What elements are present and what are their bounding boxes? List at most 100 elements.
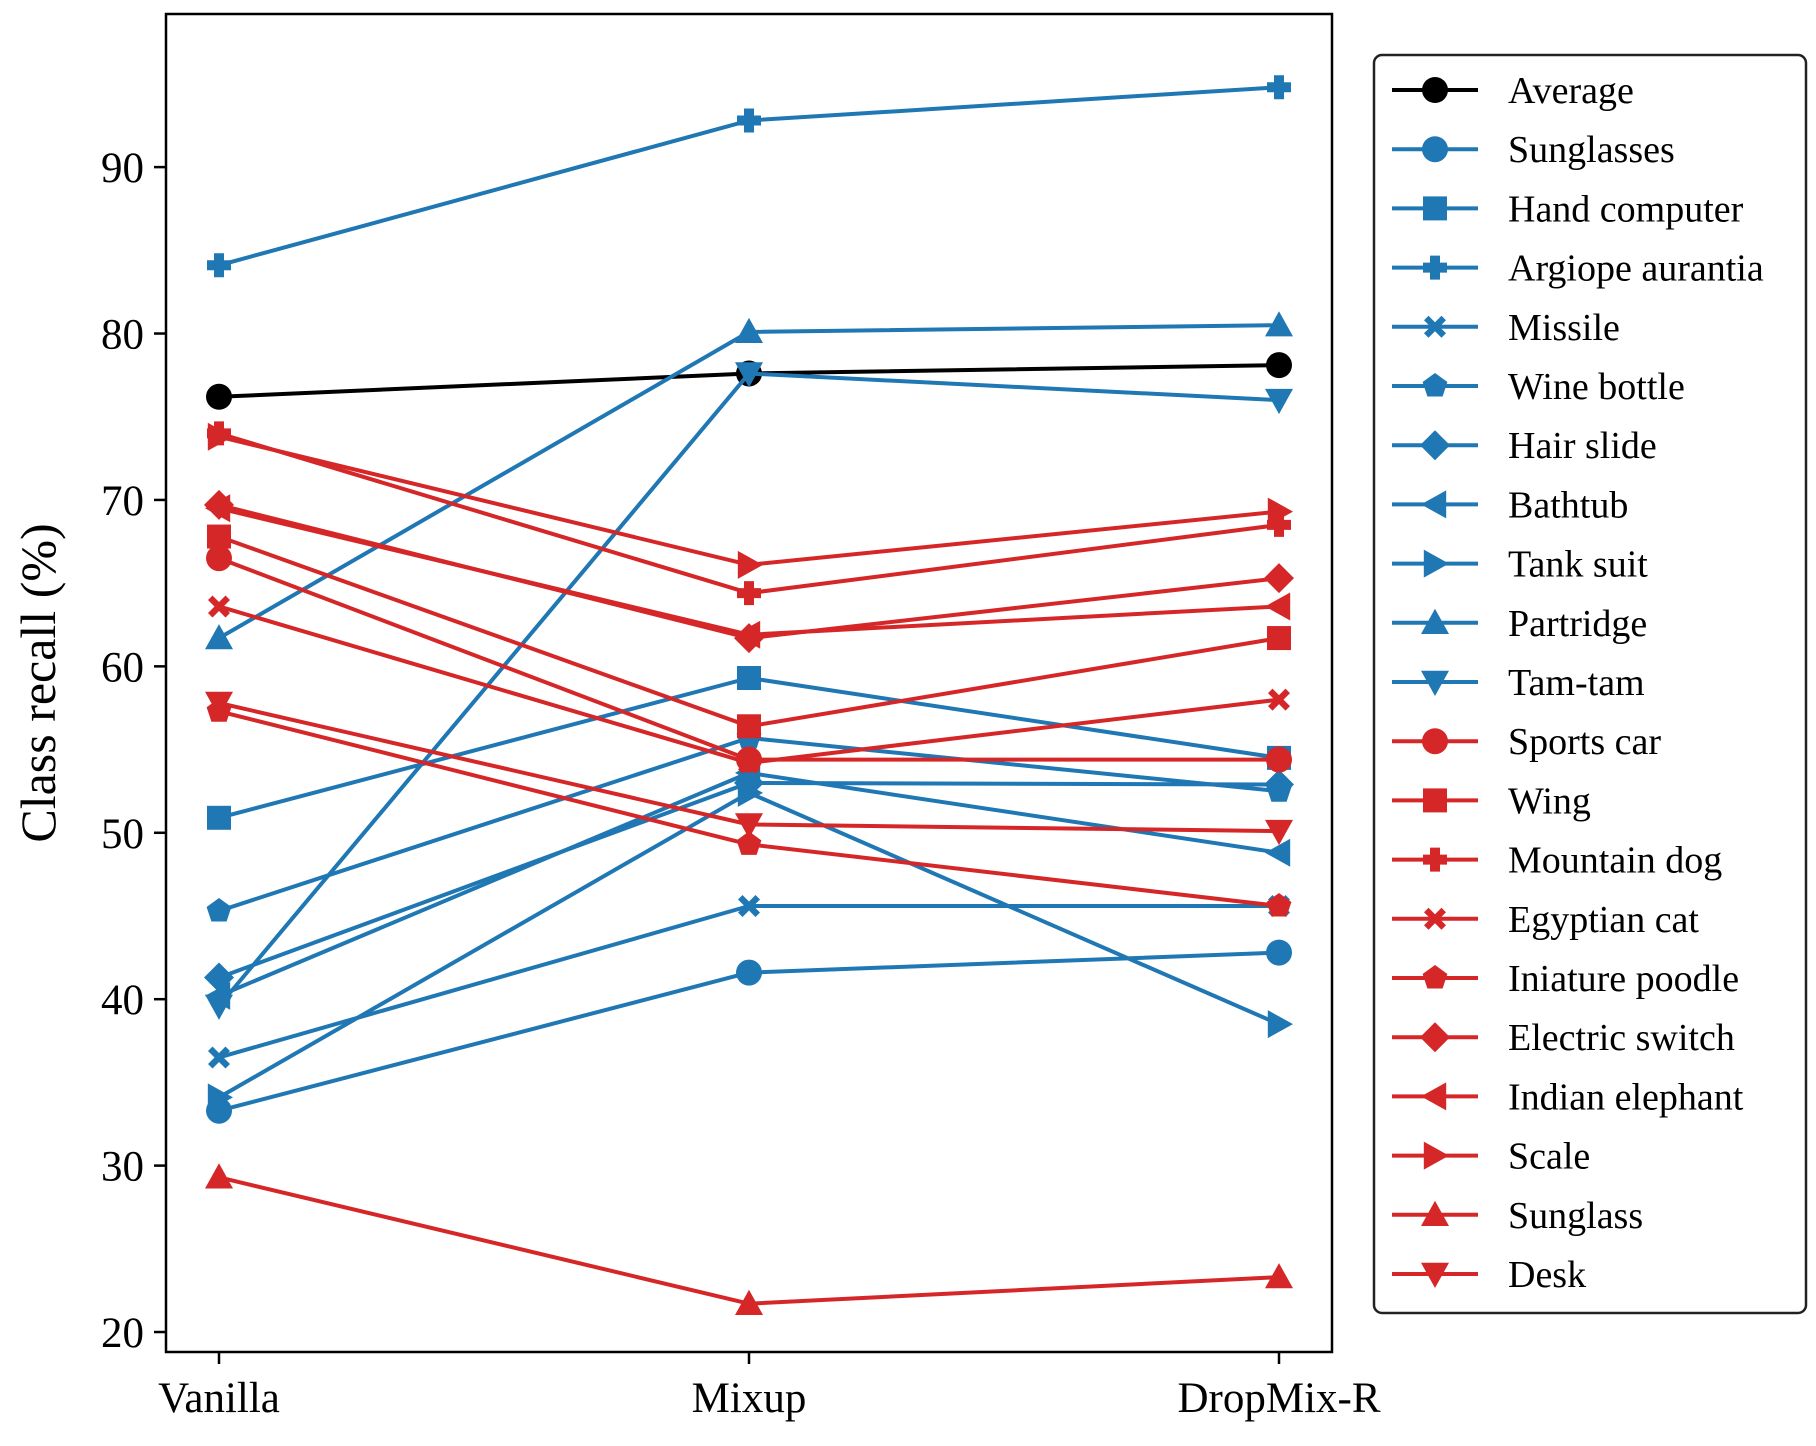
legend-marker-hand-computer [1423, 196, 1447, 221]
data-point-partridge-vanilla [205, 624, 233, 650]
data-point-desk-mixup [735, 813, 763, 839]
legend-item-iniature-poodle: Iniature poodle [1392, 958, 1739, 1000]
x-tick-label: Vanilla [158, 1375, 280, 1422]
data-point-argiope-aurantia-dropmix-r [1267, 75, 1291, 100]
data-point-sunglass-mixup [735, 1289, 763, 1315]
data-point-egyptian-cat-mixup [738, 751, 760, 774]
data-point-indian-elephant-vanilla [205, 494, 231, 523]
series-wing [207, 524, 1291, 739]
series-line-sunglass [218, 1175, 1280, 1306]
series-tank-suit [207, 778, 1293, 1112]
y-axis: 20 30 40 50 60 70 80 90 [101, 145, 166, 1357]
data-point-missile-vanilla [208, 1046, 230, 1069]
data-point-scale-dropmix-r [1267, 497, 1293, 526]
legend-item-sunglass: Sunglass [1392, 1195, 1643, 1237]
data-point-iniature-poodle-mixup [736, 831, 762, 855]
legend-item-indian-elephant: Indian elephant [1392, 1076, 1744, 1118]
data-point-tam-tam-dropmix-r [1265, 388, 1293, 415]
data-point-tank-suit-mixup [737, 778, 763, 807]
legend-marker-scale [1423, 1141, 1449, 1170]
data-point-wine-bottle-vanilla [206, 898, 232, 922]
legend-marker-sports-car [1422, 728, 1448, 755]
y-tick-label: 30 [101, 1144, 144, 1191]
series-argiope-aurantia [207, 75, 1291, 278]
legend-marker-wine-bottle [1422, 373, 1448, 397]
x-tick-label: DropMix-R [1177, 1375, 1380, 1422]
data-point-missile-mixup [738, 895, 760, 917]
legend-item-bathtub: Bathtub [1392, 484, 1628, 526]
data-point-mountain-dog-mixup [737, 581, 761, 606]
legend-label: Scale [1508, 1136, 1590, 1178]
legend-item-sunglasses: Sunglasses [1392, 129, 1675, 171]
series-partridge [205, 311, 1293, 650]
series-egyptian-cat [208, 595, 1290, 774]
series-desk [205, 691, 1293, 846]
data-point-egyptian-cat-dropmix-r [1268, 688, 1290, 711]
data-point-indian-elephant-dropmix-r [1265, 592, 1291, 621]
legend-item-electric-switch: Electric switch [1392, 1017, 1735, 1059]
data-point-hand-computer-vanilla [207, 805, 231, 830]
legend-marker-argiope-aurantia [1423, 255, 1447, 280]
legend-item-argiope-aurantia: Argiope aurantia [1392, 248, 1764, 290]
legend-marker-wing [1423, 788, 1447, 813]
data-point-sunglasses-mixup [736, 959, 762, 986]
data-point-argiope-aurantia-mixup [737, 108, 761, 133]
legend-label: Wing [1508, 780, 1591, 822]
legend-label: Sunglass [1508, 1195, 1643, 1237]
legend-item-mountain-dog: Mountain dog [1392, 840, 1722, 882]
legend: Average Sunglasses Hand computer Argiope au… [1372, 53, 1808, 1315]
legend-marker-average [1422, 77, 1448, 103]
data-point-sunglass-vanilla [205, 1163, 233, 1189]
legend-item-tam-tam: Tam-tam [1392, 662, 1645, 704]
data-point-mountain-dog-dropmix-r [1267, 512, 1291, 537]
data-point-iniature-poodle-dropmix-r [1266, 893, 1292, 917]
legend-frame [1372, 53, 1808, 1315]
x-tick-label: Mixup [692, 1375, 807, 1422]
legend-marker-sunglass [1421, 1200, 1449, 1226]
legend-item-scale: Scale [1392, 1136, 1590, 1178]
legend-marker-indian-elephant [1421, 1082, 1447, 1111]
data-point-average-vanilla [206, 383, 232, 410]
series-layer [204, 75, 1294, 1315]
legend-label: Average [1508, 70, 1634, 112]
legend-marker-missile [1424, 315, 1446, 338]
legend-item-missile: Missile [1392, 307, 1620, 349]
legend-item-partridge: Partridge [1392, 603, 1647, 645]
legend-label: Mountain dog [1508, 840, 1722, 882]
legend-item-average: Average [1392, 70, 1634, 112]
legend-item-hair-slide: Hair slide [1392, 425, 1657, 467]
series-sunglass [205, 1163, 1293, 1315]
legend-item-hand-computer: Hand computer [1392, 188, 1744, 230]
data-point-tank-suit-dropmix-r [1267, 1010, 1293, 1039]
y-tick-label: 50 [101, 811, 144, 858]
series-sunglasses [206, 939, 1292, 1124]
data-point-electric-switch-dropmix-r [1264, 563, 1294, 594]
legend-marker-electric-switch [1420, 1022, 1450, 1053]
data-point-indian-elephant-mixup [735, 620, 761, 649]
legend-item-wine-bottle: Wine bottle [1392, 366, 1685, 408]
legend-label: Electric switch [1508, 1017, 1735, 1059]
data-point-wing-vanilla [207, 524, 231, 549]
series-scale [207, 422, 1293, 579]
legend-label: Egyptian cat [1508, 899, 1699, 941]
legend-marker-tank-suit [1423, 549, 1449, 578]
series-line-hair-slide [218, 780, 1280, 980]
legend-marker-desk [1421, 1262, 1449, 1288]
legend-label: Missile [1508, 307, 1620, 349]
data-point-desk-vanilla [205, 691, 233, 717]
series-mountain-dog [207, 421, 1291, 606]
data-point-sports-car-dropmix-r [1266, 746, 1292, 773]
data-point-hair-slide-dropmix-r [1264, 769, 1294, 800]
data-point-desk-dropmix-r [1265, 819, 1293, 846]
data-point-sunglasses-dropmix-r [1266, 939, 1292, 966]
legend-marker-bathtub [1421, 490, 1447, 519]
legend-label: Partridge [1508, 603, 1647, 645]
data-point-sunglass-dropmix-r [1265, 1263, 1293, 1289]
legend-marker-egyptian-cat [1424, 907, 1446, 930]
data-point-tam-tam-mixup [735, 362, 763, 388]
data-point-partridge-mixup [735, 317, 763, 344]
data-point-tank-suit-vanilla [207, 1083, 233, 1112]
series-tam-tam [205, 362, 1293, 1020]
data-point-average-dropmix-r [1266, 352, 1292, 379]
